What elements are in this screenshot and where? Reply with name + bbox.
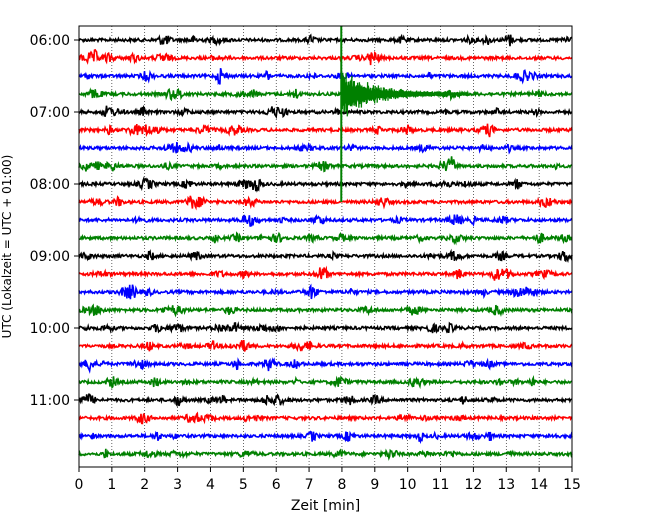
trace-0945	[78, 303, 573, 318]
x-tick-label: 4	[206, 477, 215, 493]
trace-0615	[78, 48, 573, 66]
trace-1015	[78, 339, 573, 353]
y-axis-label: UTC (Lokalzeit = UTC + 01:00)	[0, 155, 14, 339]
x-tick-label: 11	[432, 477, 450, 493]
x-axis-ticks: 0 1 2 3 4 5 6 7 8 9 10 11 12 13 14 15	[75, 467, 581, 493]
trace-0600	[78, 33, 573, 47]
x-tick-label: 8	[337, 477, 346, 493]
trace-0815	[78, 195, 573, 211]
trace-0730	[78, 141, 573, 155]
seismic-traces	[78, 33, 573, 461]
x-tick-label: 9	[370, 477, 379, 493]
trace-0800	[78, 176, 573, 193]
x-tick-label: 0	[75, 477, 84, 493]
x-tick-label: 3	[173, 477, 182, 493]
x-tick-label: 13	[497, 477, 515, 493]
trace-0745	[78, 156, 573, 173]
trace-1030	[78, 357, 573, 374]
x-tick-label: 15	[563, 477, 581, 493]
x-tick-label: 14	[530, 477, 548, 493]
trace-1145	[78, 448, 573, 461]
y-tick-label: 07:00	[30, 105, 70, 121]
y-tick-label: 11:00	[30, 393, 70, 409]
x-tick-label: 10	[399, 477, 417, 493]
plot-frame	[78, 25, 573, 468]
x-tick-label: 6	[272, 477, 281, 493]
trace-1115	[78, 411, 573, 425]
y-tick-label: 08:00	[30, 177, 70, 193]
trace-0900	[78, 248, 573, 263]
trace-0700	[78, 104, 573, 120]
trace-1100	[78, 393, 573, 408]
y-tick-label: 06:00	[30, 33, 70, 49]
trace-0830	[78, 213, 573, 227]
x-tick-label: 12	[464, 477, 482, 493]
x-tick-label: 1	[107, 477, 116, 493]
x-tick-label: 7	[305, 477, 314, 493]
y-tick-label: 09:00	[30, 249, 70, 265]
earthquake-event	[340, 26, 468, 202]
trace-1045	[78, 375, 573, 390]
x-tick-label: 2	[140, 477, 149, 493]
trace-0645	[78, 87, 573, 102]
y-tick-label: 10:00	[30, 321, 70, 337]
x-axis-label: Zeit [min]	[291, 498, 360, 514]
x-tick-label: 5	[239, 477, 248, 493]
trace-1000	[78, 321, 573, 334]
y-axis-ticks: 06:00 07:00 08:00 09:00 10:00 11:00	[30, 33, 79, 409]
trace-0845	[78, 231, 573, 246]
event-coda	[340, 72, 468, 120]
trace-0930	[78, 283, 573, 300]
trace-0715	[78, 123, 573, 138]
trace-0915	[78, 265, 573, 281]
trace-1130	[78, 430, 573, 445]
trace-0630	[78, 68, 573, 86]
